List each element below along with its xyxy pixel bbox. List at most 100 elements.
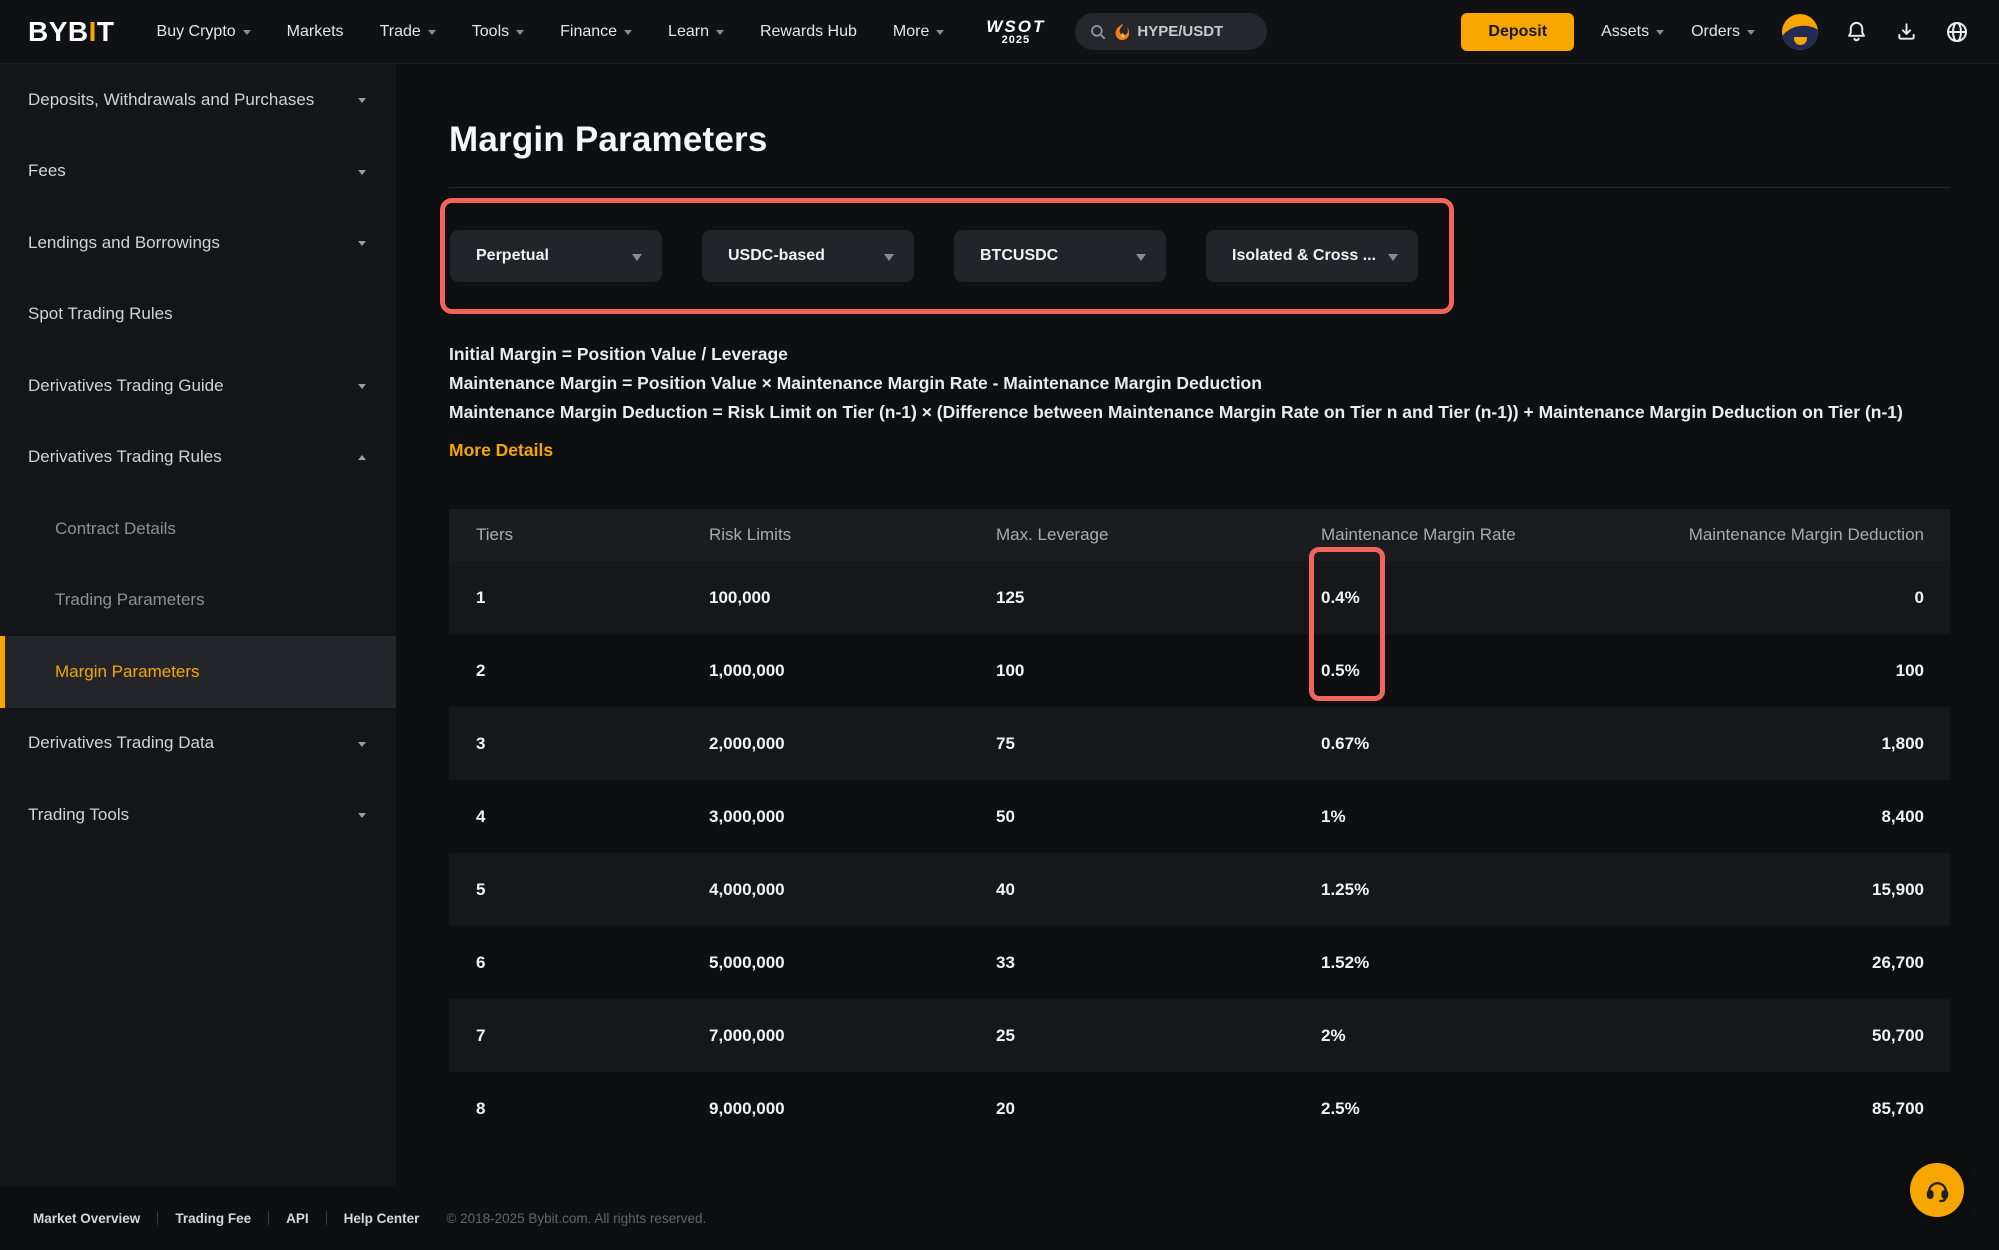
search-input[interactable]: HYPE/USDT — [1075, 13, 1268, 50]
footer-link-trading-fee[interactable]: Trading Fee — [175, 1210, 252, 1226]
chevron-down-icon — [242, 30, 251, 35]
chevron-down-icon — [358, 98, 366, 104]
sidebar-item-derivatives-trading-rules[interactable]: Derivatives Trading Rules — [0, 422, 396, 494]
cell-tier: 6 — [476, 952, 486, 972]
chevron-down-icon — [358, 241, 366, 247]
sidebar-label: Contract Details — [55, 518, 176, 538]
user-avatar[interactable] — [1782, 13, 1818, 50]
top-nav: BYBIT Buy Crypto Markets Trade Tools Fin… — [0, 0, 1999, 64]
search-value: HYPE/USDT — [1137, 23, 1224, 40]
sidebar-item-trading-tools[interactable]: Trading Tools — [0, 779, 396, 851]
sidebar-item-fees[interactable]: Fees — [0, 136, 396, 208]
cell-max-leverage: 33 — [996, 952, 1015, 972]
cell-max-leverage: 50 — [996, 806, 1015, 826]
sidebar-item-derivatives-trading-guide[interactable]: Derivatives Trading Guide — [0, 350, 396, 422]
cell-risk-limit: 5,000,000 — [709, 952, 785, 972]
copyright-text: © 2018-2025 Bybit.com. All rights reserv… — [446, 1210, 707, 1226]
bybit-logo[interactable]: BYBIT — [28, 16, 115, 48]
footer-link-market-overview[interactable]: Market Overview — [33, 1210, 141, 1226]
cell-max-leverage: 100 — [996, 660, 1025, 680]
nav-item-buy-crypto[interactable]: Buy Crypto — [157, 23, 251, 41]
cell-risk-limit: 1,000,000 — [709, 660, 785, 680]
cell-risk-limit: 7,000,000 — [709, 1025, 785, 1045]
logo-accent: I — [88, 15, 97, 47]
sidebar-item-derivatives-trading-data[interactable]: Derivatives Trading Data — [0, 708, 396, 780]
logo-text: BYB — [28, 15, 89, 47]
support-chat-button[interactable] — [1910, 1163, 1964, 1217]
sidebar-label: Derivatives Trading Data — [28, 733, 215, 753]
cell-mmr: 2.5% — [1321, 1098, 1360, 1118]
nav-item-trade[interactable]: Trade — [380, 23, 436, 41]
nav-menu: Buy Crypto Markets Trade Tools Finance L… — [157, 23, 945, 41]
formula-maintenance-margin-deduction: Maintenance Margin Deduction = Risk Limi… — [449, 402, 1903, 422]
nav-item-rewards-hub[interactable]: Rewards Hub — [760, 23, 857, 41]
chevron-down-icon — [427, 30, 436, 35]
sidebar-item-spot-trading-rules[interactable]: Spot Trading Rules — [0, 279, 396, 351]
table-row: 8 9,000,000 20 2.5% 85,700 — [449, 1072, 1950, 1145]
cell-mm-deduction: 85,700 — [1872, 1098, 1924, 1118]
cell-tier: 2 — [476, 660, 486, 680]
sidebar-label: Fees — [28, 161, 66, 181]
cell-tier: 7 — [476, 1025, 486, 1045]
cell-risk-limit: 100,000 — [709, 587, 771, 607]
cell-mmr: 1% — [1321, 806, 1346, 826]
formula-maintenance-margin: Maintenance Margin = Position Value × Ma… — [449, 373, 1262, 393]
formula-initial-margin: Initial Margin = Position Value / Levera… — [449, 344, 788, 364]
deposit-button[interactable]: Deposit — [1461, 12, 1575, 51]
nav-label: Trade — [379, 22, 421, 40]
sidebar-item-margin-parameters[interactable]: Margin Parameters — [0, 636, 396, 708]
cell-max-leverage: 75 — [996, 733, 1015, 753]
nav-label: Buy Crypto — [156, 22, 236, 40]
sidebar-label: Deposits, Withdrawals and Purchases — [28, 89, 315, 109]
margin-formulas: Initial Margin = Position Value / Levera… — [449, 340, 1950, 427]
cell-mmr: 1.52% — [1321, 952, 1370, 972]
sidebar-item-deposits-withdrawals[interactable]: Deposits, Withdrawals and Purchases — [0, 64, 396, 136]
cell-mm-deduction: 1,800 — [1881, 733, 1924, 753]
nav-item-tools[interactable]: Tools — [471, 22, 525, 41]
nav-right: Deposit Assets Orders — [1461, 12, 1999, 51]
nav-item-assets[interactable]: Assets — [1601, 23, 1665, 41]
margin-currency-dropdown[interactable]: USDC-based — [702, 230, 914, 282]
footer: Market Overview Trading Fee API Help Cen… — [0, 1186, 1999, 1250]
nav-label: Tools — [471, 22, 510, 40]
language-globe-icon[interactable] — [1945, 20, 1969, 44]
sidebar-label: Derivatives Trading Rules — [28, 447, 222, 467]
notifications-bell-icon[interactable] — [1845, 20, 1868, 43]
cell-risk-limit: 4,000,000 — [709, 879, 785, 899]
sidebar-item-trading-parameters[interactable]: Trading Parameters — [0, 565, 396, 637]
sidebar-item-lendings-borrowings[interactable]: Lendings and Borrowings — [0, 207, 396, 279]
nav-item-more[interactable]: More — [893, 23, 945, 41]
footer-link-api[interactable]: API — [286, 1210, 309, 1226]
download-app-icon[interactable] — [1895, 20, 1918, 43]
dropdown-value: Perpetual — [476, 247, 549, 264]
sidebar-label: Lendings and Borrowings — [28, 232, 220, 252]
table-row: 4 3,000,000 50 1% 8,400 — [449, 780, 1950, 853]
margin-parameters-table: Tiers Risk Limits Max. Leverage Maintena… — [449, 509, 1950, 1145]
cell-max-leverage: 40 — [996, 879, 1015, 899]
avatar-mask — [1782, 19, 1818, 50]
nav-label: Rewards Hub — [759, 22, 857, 40]
footer-separator — [325, 1211, 327, 1225]
wsot-text: WSOT — [986, 16, 1046, 36]
col-header-mm-deduction: Maintenance Margin Deduction — [1688, 525, 1924, 544]
cell-risk-limit: 9,000,000 — [709, 1098, 785, 1118]
more-details-link[interactable]: More Details — [449, 440, 554, 460]
symbol-dropdown[interactable]: BTCUSDC — [954, 230, 1166, 282]
nav-item-learn[interactable]: Learn — [668, 23, 724, 41]
nav-item-orders[interactable]: Orders — [1691, 23, 1755, 41]
wsot-year: 2025 — [1001, 33, 1031, 46]
logo-text-2: T — [96, 15, 115, 47]
chevron-down-icon — [358, 813, 366, 819]
sidebar-item-contract-details[interactable]: Contract Details — [0, 493, 396, 565]
headset-icon — [1926, 1181, 1948, 1202]
margin-mode-dropdown[interactable]: Isolated & Cross ... — [1206, 230, 1418, 282]
dropdown-value: BTCUSDC — [980, 247, 1059, 264]
footer-link-help-center[interactable]: Help Center — [343, 1210, 420, 1226]
cell-tier: 1 — [476, 587, 486, 607]
cell-max-leverage: 125 — [996, 587, 1025, 607]
wsot-2025-logo[interactable]: WSOT 2025 — [986, 18, 1045, 46]
table-row: 7 7,000,000 25 2% 50,700 — [449, 999, 1950, 1072]
nav-item-markets[interactable]: Markets — [287, 23, 344, 41]
contract-type-dropdown[interactable]: Perpetual — [450, 230, 662, 282]
nav-item-finance[interactable]: Finance — [560, 23, 633, 41]
